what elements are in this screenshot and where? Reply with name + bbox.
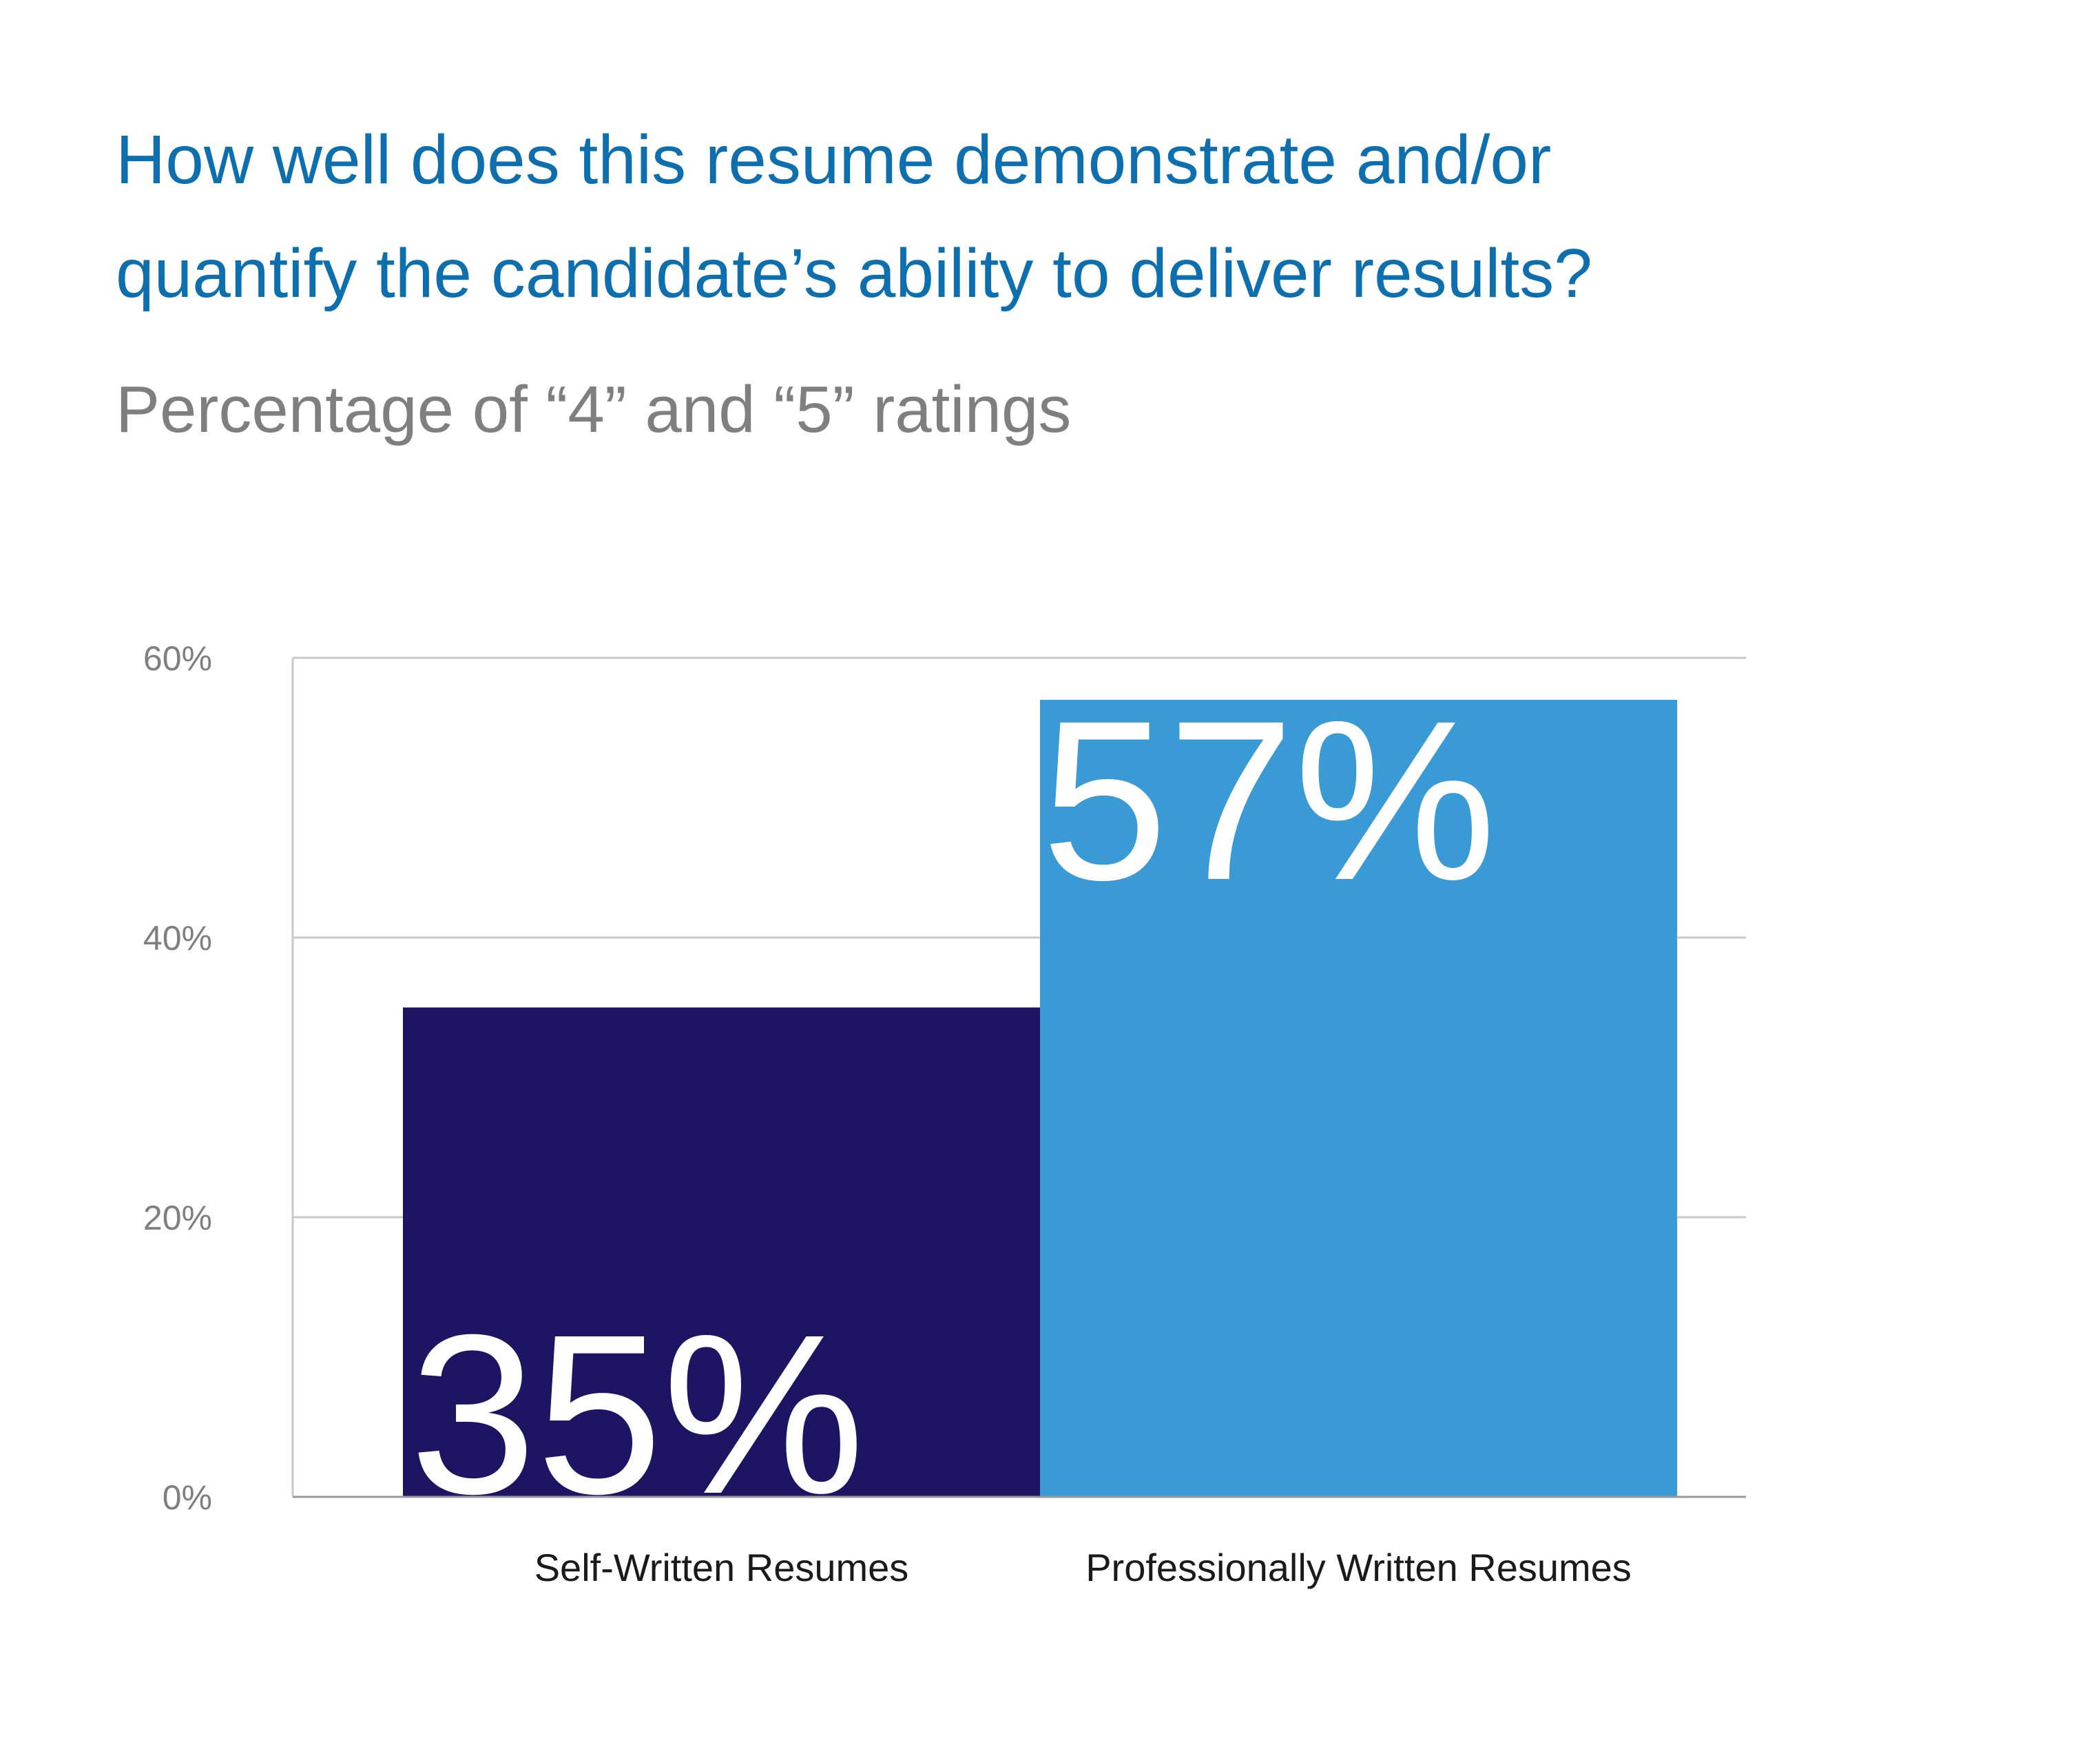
y-tick-label: 0% <box>163 1478 212 1517</box>
x-category-label: Self-Written Resumes <box>534 1546 909 1589</box>
bar <box>1040 699 1677 1497</box>
y-tick-label: 40% <box>143 919 212 958</box>
y-tick-label: 20% <box>143 1199 212 1237</box>
bar-value-label: 35% <box>410 1287 864 1541</box>
chart-title: How well does this resume demonstrate an… <box>116 103 2044 331</box>
chart-subtitle: Percentage of “4” and “5” ratings <box>116 373 1072 446</box>
y-tick-label: 60% <box>143 639 212 678</box>
bar-value-label: 57% <box>1041 673 1496 927</box>
x-category-label: Professionally Written Resumes <box>1085 1546 1632 1589</box>
chart-title-line-1: How well does this resume demonstrate an… <box>116 121 1552 198</box>
chart-title-line-2: quantify the candidate’s ability to deli… <box>116 235 1592 312</box>
bar <box>403 1007 1040 1497</box>
